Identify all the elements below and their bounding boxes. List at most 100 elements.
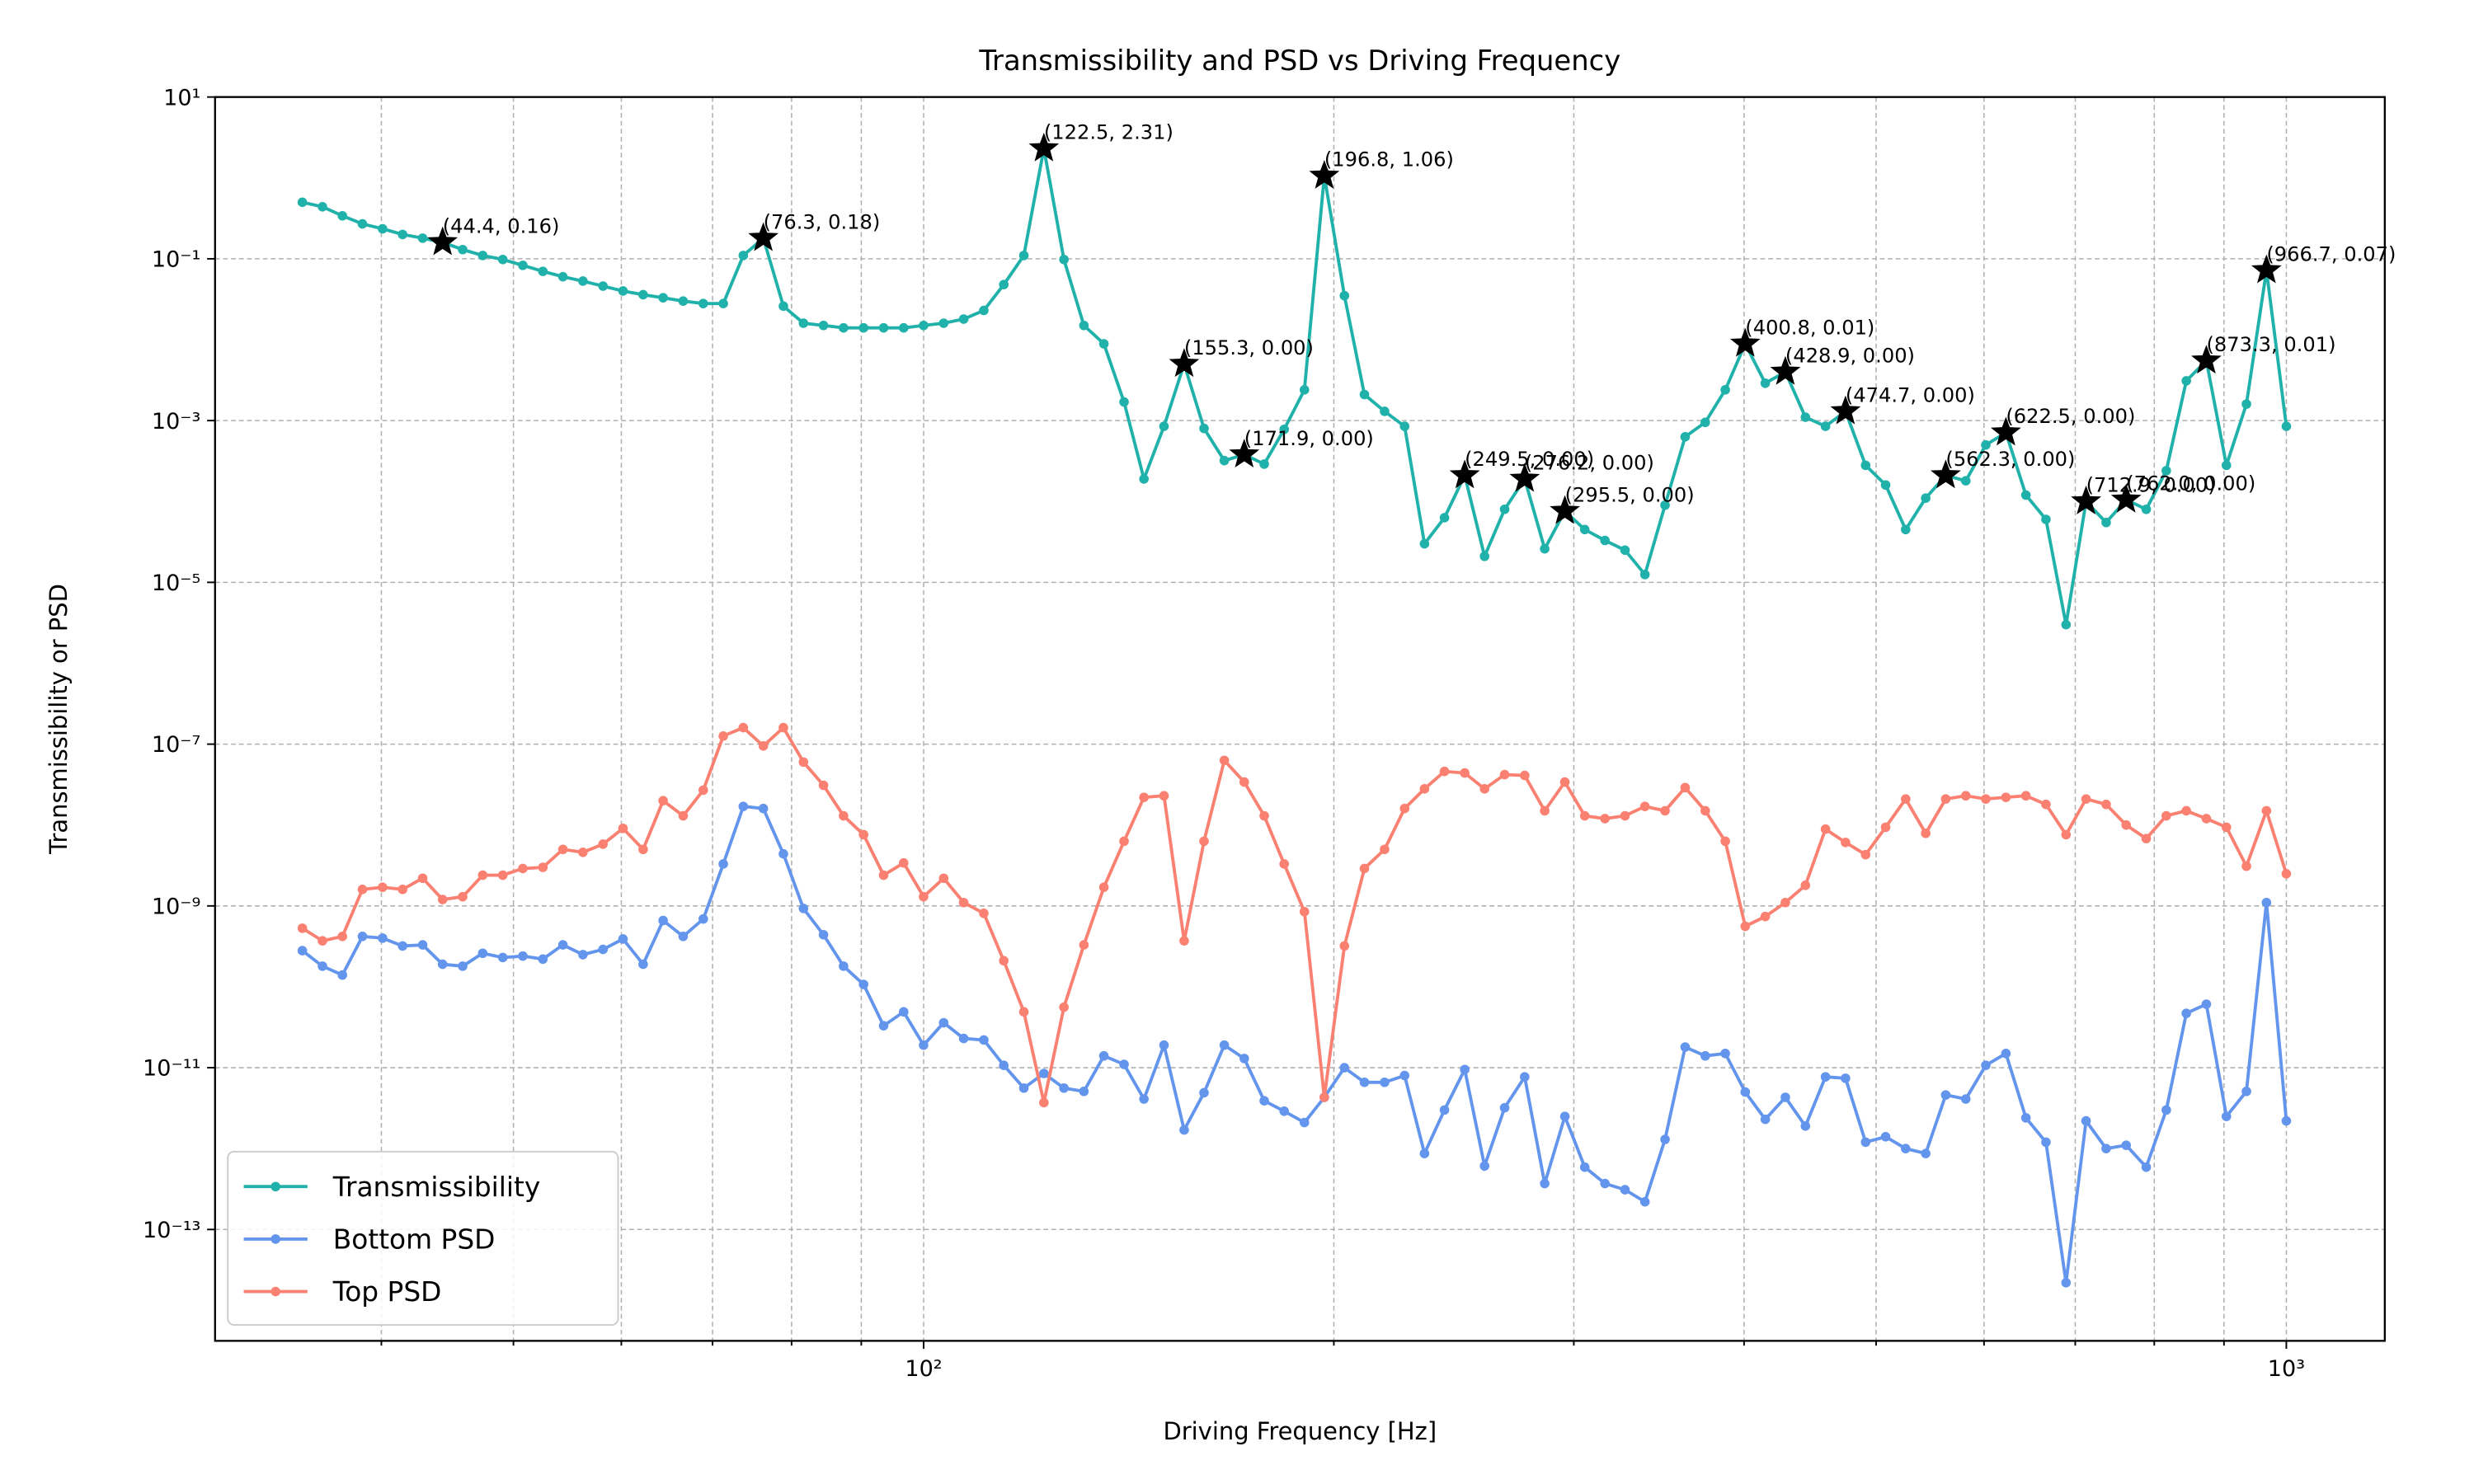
data-point <box>1720 1048 1730 1059</box>
data-point <box>397 229 407 240</box>
data-point <box>598 944 609 955</box>
data-point <box>1981 794 1991 804</box>
data-point <box>1079 1086 1089 1097</box>
data-point <box>1620 545 1630 556</box>
plot-area: (44.4, 0.16) (76.3, 0.18) (122.5, 2.31) (15… <box>297 121 2396 1288</box>
data-point <box>317 201 327 212</box>
data-point <box>1339 290 1350 301</box>
data-point <box>1479 784 1489 794</box>
data-point <box>1239 777 1249 787</box>
data-point <box>2001 1048 2011 1059</box>
data-point <box>1299 1117 1310 1128</box>
data-point <box>1740 921 1751 932</box>
data-point <box>1720 836 1730 847</box>
data-point <box>1860 460 1871 471</box>
data-point <box>1600 535 1610 546</box>
data-point <box>1039 1097 1049 1108</box>
annotation-label: (76.3, 0.18) <box>764 210 881 233</box>
data-point <box>2141 834 2152 843</box>
data-point <box>958 314 969 324</box>
data-point <box>1940 794 1951 804</box>
data-point <box>1299 906 1310 917</box>
data-point <box>417 233 428 243</box>
annotation-label: (966.7, 0.07) <box>2266 242 2396 265</box>
data-point <box>2101 1144 2111 1153</box>
data-point <box>1039 1068 1049 1078</box>
data-point <box>1579 524 1590 535</box>
data-point <box>518 261 528 270</box>
data-point <box>2161 1105 2171 1115</box>
annotation-label: (400.8, 0.01) <box>1745 316 1874 339</box>
data-point <box>1800 412 1811 422</box>
data-point <box>2020 791 2031 801</box>
data-point <box>1098 1050 1109 1061</box>
data-point <box>1559 1111 1570 1121</box>
data-point <box>1680 1042 1691 1052</box>
data-point <box>2041 1137 2051 1148</box>
annotation-star <box>1509 463 1540 492</box>
data-point <box>1720 385 1730 395</box>
data-point <box>1159 791 1169 801</box>
data-point <box>1499 769 1510 780</box>
data-point <box>1499 504 1510 514</box>
data-point <box>738 251 749 261</box>
data-point <box>1960 1094 1971 1104</box>
data-point <box>938 873 949 884</box>
data-point <box>1901 794 1911 804</box>
data-point <box>397 885 407 895</box>
data-point <box>337 210 347 221</box>
data-point <box>1259 1096 1269 1106</box>
data-point <box>557 940 568 950</box>
data-point <box>297 946 308 956</box>
data-point <box>1700 805 1710 816</box>
data-point <box>2201 814 2212 824</box>
data-point <box>958 897 969 908</box>
data-point <box>1419 784 1430 794</box>
data-point <box>1199 836 1209 847</box>
data-point <box>1139 1094 1149 1104</box>
data-point <box>2181 1008 2191 1018</box>
data-point <box>1860 849 1871 860</box>
data-point <box>899 1007 909 1017</box>
data-point <box>1880 1132 1891 1142</box>
data-point <box>538 954 548 965</box>
data-point <box>1620 1185 1630 1195</box>
y-tick-label: 10⁻¹ <box>152 247 201 273</box>
data-point <box>698 785 708 796</box>
data-point <box>618 286 628 296</box>
data-point <box>1279 1106 1290 1116</box>
data-point <box>1700 1050 1710 1061</box>
data-point <box>1639 801 1650 811</box>
data-point <box>337 970 347 980</box>
data-point <box>1639 1196 1650 1207</box>
data-point <box>2061 1278 2072 1288</box>
data-point <box>538 862 548 872</box>
data-point <box>518 951 528 961</box>
data-point <box>2221 822 2232 833</box>
data-point <box>2221 460 2232 471</box>
annotation-star <box>1931 459 1961 489</box>
data-point <box>1780 1092 1790 1102</box>
data-point <box>1359 863 1370 874</box>
data-point <box>458 961 468 971</box>
data-point <box>1439 513 1450 523</box>
data-point <box>919 320 929 331</box>
data-point <box>1018 251 1029 261</box>
data-point <box>1380 1077 1390 1087</box>
data-point <box>798 757 809 768</box>
data-point <box>557 844 568 855</box>
data-point <box>1219 455 1230 466</box>
chart-title: Transmissibility and PSD vs Driving Freq… <box>978 45 1620 77</box>
annotation-star <box>748 222 779 251</box>
data-point <box>2041 514 2051 524</box>
data-point <box>1399 1070 1410 1081</box>
data-point <box>1760 1114 1771 1125</box>
data-point <box>1499 1102 1510 1113</box>
data-point <box>437 959 448 970</box>
data-point <box>497 254 508 265</box>
data-point <box>1319 1092 1329 1102</box>
axes-frame <box>214 96 2386 1342</box>
data-point <box>2020 490 2031 500</box>
data-point <box>397 941 407 951</box>
annotation-star <box>1991 416 2021 446</box>
